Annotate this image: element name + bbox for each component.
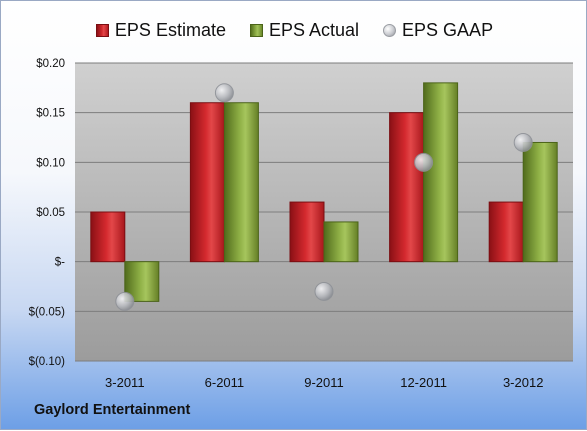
marker-eps-gaap	[513, 132, 533, 152]
y-tick-label: $(0.05)	[29, 306, 66, 318]
legend-item-estimate: EPS Estimate	[95, 19, 226, 41]
marker-eps-gaap	[314, 281, 334, 301]
y-tick-label: $0.20	[36, 58, 65, 70]
bar-eps-estimate	[488, 201, 524, 263]
y-tick-label: $0.15	[36, 108, 65, 120]
bar-eps-actual	[423, 82, 459, 263]
x-tick-label: 3-2011	[105, 375, 145, 390]
legend-label-actual: EPS Actual	[268, 19, 360, 40]
marker-eps-gaap	[414, 152, 434, 172]
y-tick-label: $0.10	[36, 157, 65, 169]
y-tick-label: $(0.10)	[29, 356, 66, 368]
y-tick-label: $-	[55, 257, 65, 269]
bar-eps-estimate	[389, 112, 425, 263]
legend-item-actual: EPS Actual	[249, 19, 360, 41]
bar-eps-actual	[323, 221, 359, 263]
company-name: Gaylord Entertainment	[34, 402, 191, 418]
legend: EPS Estimate EPS Actual EPS GAAP	[1, 15, 587, 45]
legend-label-gaap: EPS GAAP	[402, 19, 494, 40]
marker-eps-gaap	[115, 291, 135, 311]
x-tick-label: 12-2011	[400, 375, 447, 390]
bar-eps-estimate	[90, 211, 126, 263]
bar-eps-estimate	[289, 201, 325, 263]
bar-eps-actual	[522, 141, 558, 263]
x-tick-label: 9-2011	[304, 375, 344, 390]
legend-swatch-estimate	[95, 23, 109, 37]
legend-item-gaap: EPS GAAP	[383, 20, 493, 41]
marker-eps-gaap	[214, 83, 234, 103]
x-tick-label: 6-2011	[205, 375, 245, 390]
legend-label-estimate: EPS Estimate	[114, 19, 226, 40]
legend-swatch-gaap	[383, 23, 397, 37]
bar-eps-actual	[223, 102, 259, 263]
y-tick-label: $0.05	[36, 207, 65, 219]
x-tick-label: 3-2012	[503, 375, 543, 390]
bar-eps-estimate	[189, 102, 225, 263]
legend-swatch-actual	[249, 23, 263, 37]
